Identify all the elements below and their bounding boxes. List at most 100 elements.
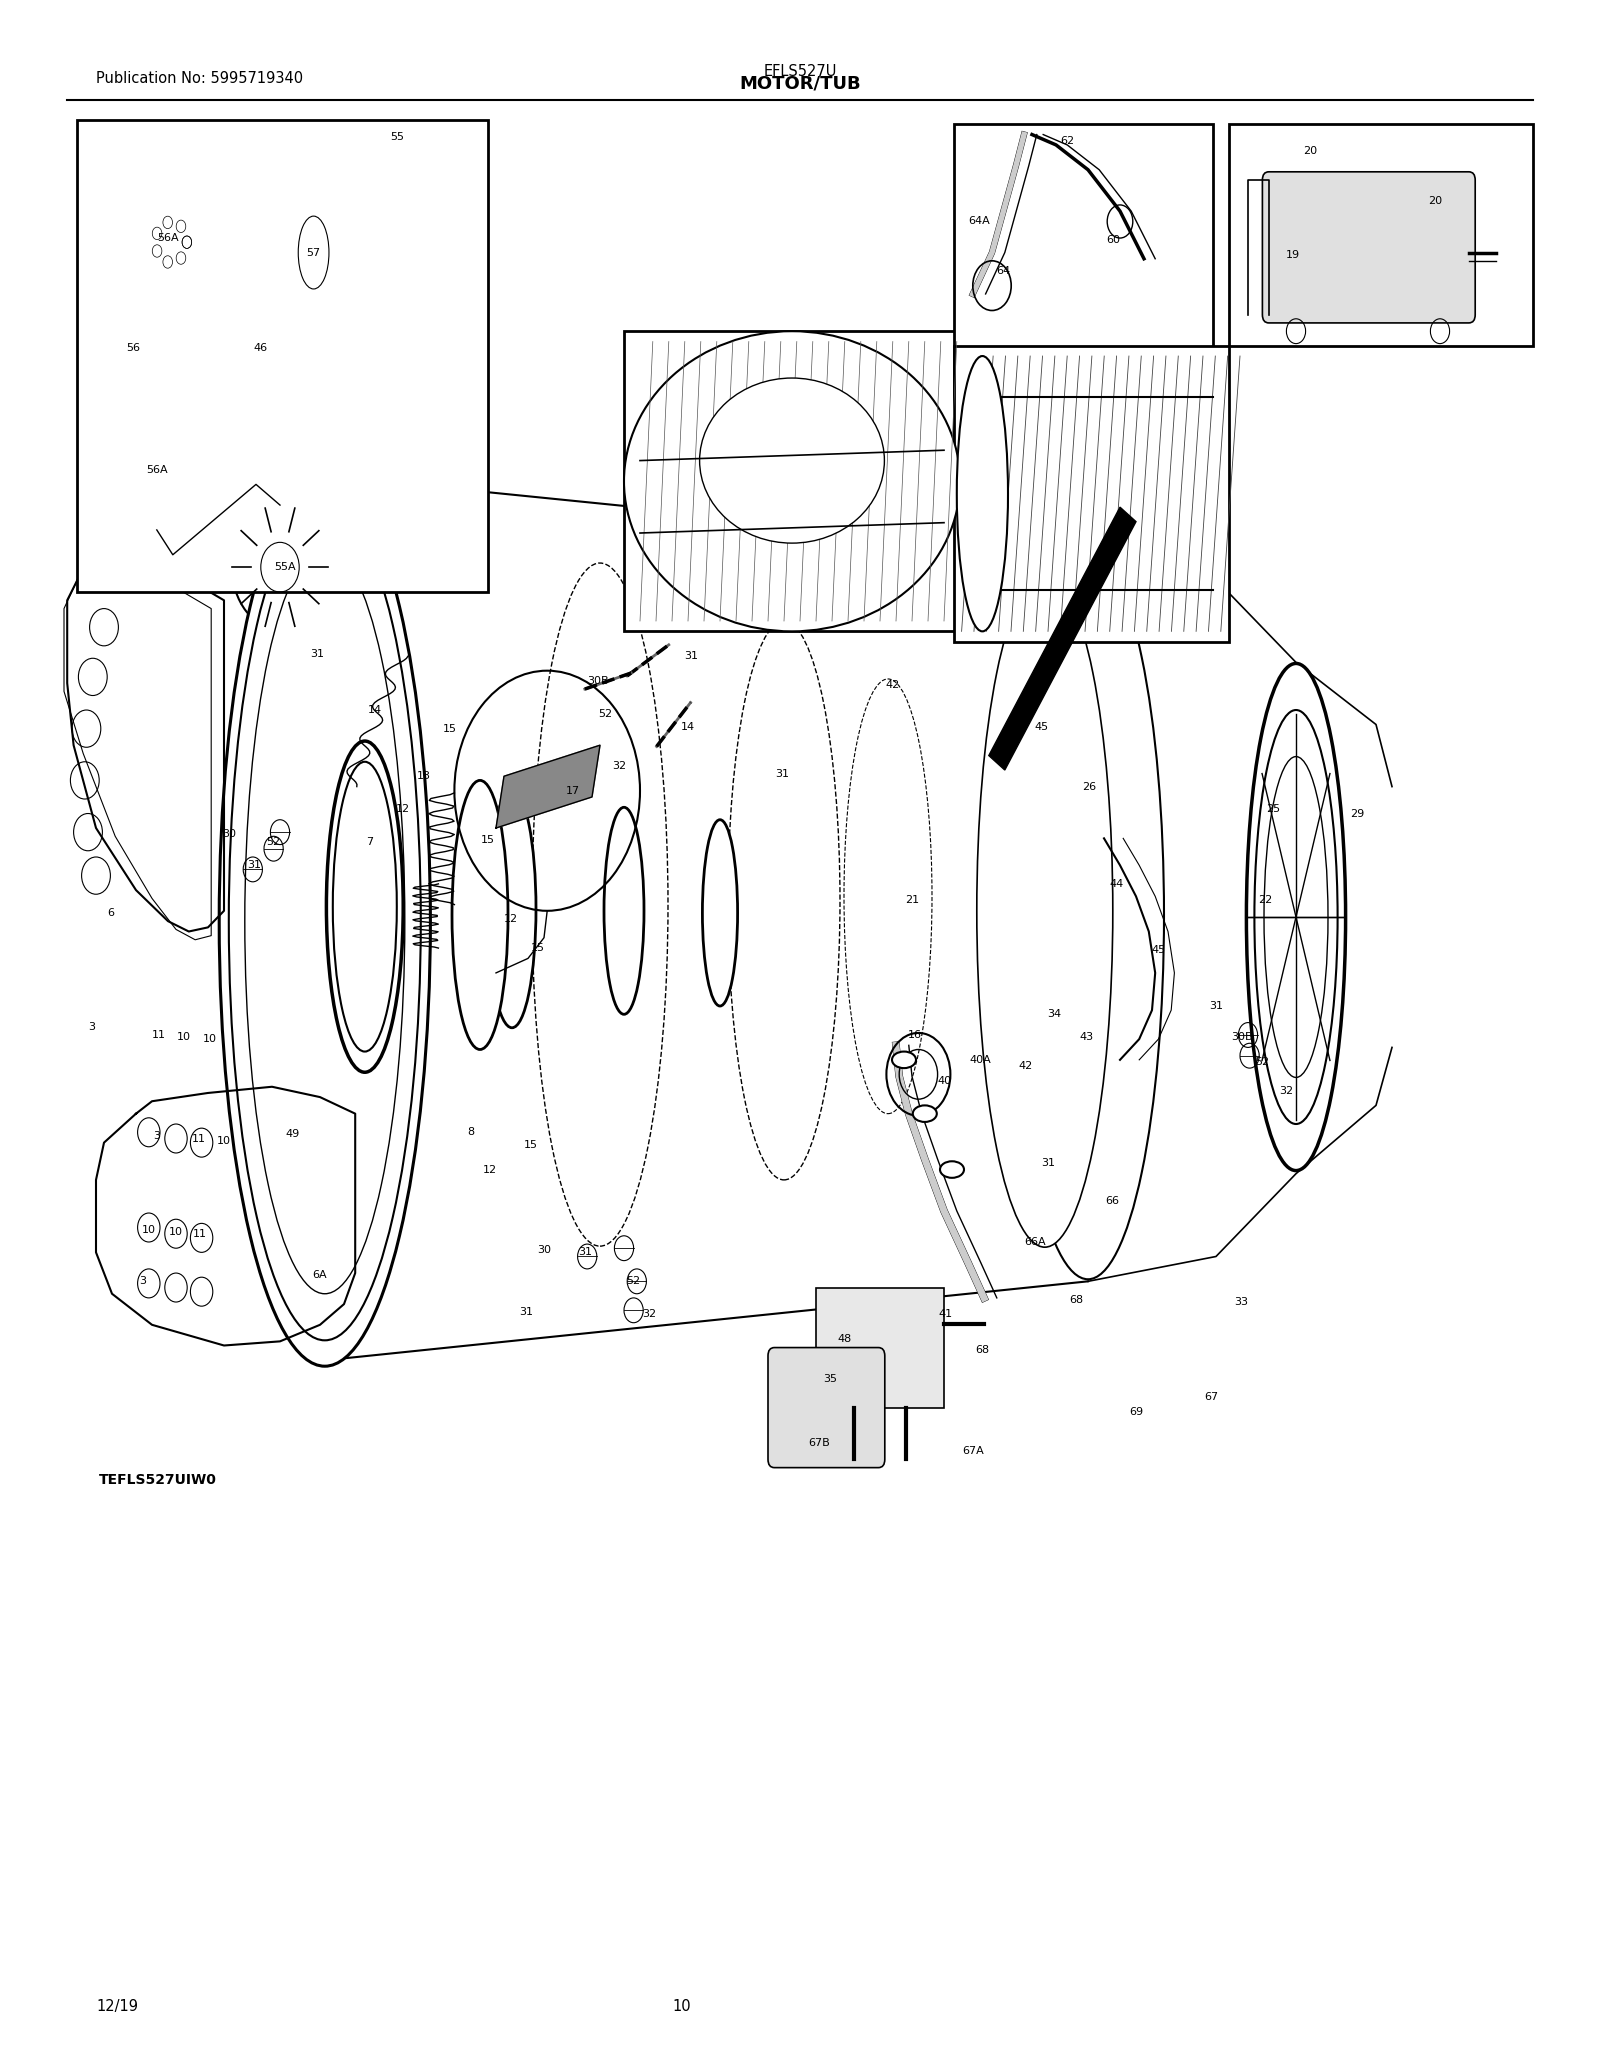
- Text: 62: 62: [1053, 135, 1067, 147]
- Text: 32: 32: [1280, 1087, 1293, 1095]
- Text: 16: 16: [909, 1031, 922, 1039]
- Ellipse shape: [333, 762, 397, 1052]
- Text: 55: 55: [397, 124, 413, 139]
- Text: 12/19: 12/19: [96, 2000, 138, 2014]
- Text: 60: 60: [1120, 207, 1134, 219]
- Text: 10: 10: [672, 2000, 691, 2014]
- Ellipse shape: [1254, 710, 1338, 1124]
- Text: 12: 12: [397, 805, 410, 814]
- Text: 10: 10: [178, 1033, 190, 1041]
- Text: 55A: 55A: [274, 563, 296, 571]
- FancyBboxPatch shape: [1262, 172, 1475, 323]
- Text: 56A: 56A: [146, 466, 168, 474]
- Text: 52: 52: [627, 1277, 640, 1285]
- Bar: [954, 346, 1229, 642]
- Text: 66: 66: [1106, 1196, 1118, 1205]
- Text: 10: 10: [218, 1136, 230, 1145]
- Text: 31: 31: [776, 770, 789, 778]
- Text: 3: 3: [88, 1023, 94, 1031]
- Text: 21: 21: [906, 896, 918, 905]
- Text: 32: 32: [643, 1310, 656, 1319]
- Text: 40A: 40A: [970, 1056, 992, 1064]
- Text: 31: 31: [1042, 1159, 1054, 1167]
- Text: 46: 46: [309, 321, 323, 329]
- Text: 3: 3: [154, 1132, 160, 1141]
- Ellipse shape: [912, 1105, 938, 1122]
- Text: 48: 48: [838, 1335, 851, 1343]
- Text: 31: 31: [310, 650, 323, 658]
- Text: 57: 57: [307, 248, 320, 257]
- Text: 66A: 66A: [1024, 1238, 1046, 1246]
- Text: 67B: 67B: [808, 1439, 830, 1447]
- Ellipse shape: [845, 679, 933, 1114]
- Text: 55A: 55A: [331, 542, 354, 551]
- Text: 64A: 64A: [962, 186, 984, 199]
- Bar: [816, 1288, 944, 1408]
- Bar: [1229, 124, 1533, 346]
- FancyBboxPatch shape: [768, 1348, 885, 1468]
- Text: 57: 57: [365, 224, 379, 232]
- Ellipse shape: [941, 1161, 963, 1178]
- Bar: [77, 120, 488, 592]
- Text: 56A: 56A: [157, 234, 179, 242]
- Ellipse shape: [488, 789, 536, 1027]
- Text: 33: 33: [1235, 1298, 1248, 1306]
- Text: 15: 15: [482, 836, 494, 845]
- Text: 49: 49: [286, 1130, 299, 1138]
- Ellipse shape: [702, 820, 738, 1006]
- Text: 42: 42: [1019, 1062, 1032, 1070]
- Text: 69: 69: [1130, 1408, 1142, 1416]
- Text: 35: 35: [824, 1374, 837, 1383]
- Text: 64: 64: [970, 244, 984, 257]
- Text: 12: 12: [483, 1165, 496, 1174]
- Text: 29: 29: [1350, 809, 1363, 818]
- Ellipse shape: [245, 549, 405, 1294]
- Text: 7: 7: [366, 838, 373, 847]
- Text: 20: 20: [1253, 135, 1267, 147]
- Ellipse shape: [219, 476, 430, 1366]
- Text: 30B: 30B: [1230, 1033, 1253, 1041]
- Text: 52: 52: [267, 838, 280, 847]
- Text: 30: 30: [538, 1246, 550, 1254]
- Text: 3: 3: [139, 1277, 146, 1285]
- Text: 22: 22: [1259, 896, 1272, 905]
- Text: 67A: 67A: [962, 1447, 984, 1455]
- Text: 44: 44: [1110, 880, 1123, 888]
- Text: 19: 19: [1286, 250, 1299, 259]
- Text: 68: 68: [1070, 1296, 1083, 1304]
- Text: 68: 68: [976, 1346, 989, 1354]
- Text: 31: 31: [248, 861, 261, 869]
- Text: 30: 30: [222, 830, 235, 838]
- Text: 30B: 30B: [587, 677, 610, 685]
- Text: 41: 41: [939, 1310, 952, 1319]
- Ellipse shape: [326, 741, 403, 1072]
- Ellipse shape: [1246, 662, 1346, 1172]
- Text: 64: 64: [997, 267, 1010, 275]
- Text: 64A: 64A: [968, 217, 990, 226]
- Text: 17: 17: [566, 787, 579, 795]
- Text: 15: 15: [525, 1141, 538, 1149]
- Text: 10: 10: [203, 1035, 216, 1043]
- Text: 15: 15: [531, 944, 544, 952]
- Text: TEFLS527UIW0: TEFLS527UIW0: [99, 1474, 218, 1486]
- Text: 14: 14: [682, 722, 694, 731]
- Polygon shape: [496, 745, 600, 828]
- Ellipse shape: [298, 215, 330, 290]
- Ellipse shape: [699, 379, 885, 542]
- Ellipse shape: [605, 807, 643, 1014]
- Ellipse shape: [976, 573, 1114, 1246]
- Text: 67: 67: [1205, 1393, 1218, 1401]
- Text: 13: 13: [418, 772, 430, 780]
- Text: 6A: 6A: [312, 1271, 328, 1279]
- Text: 43: 43: [1080, 1033, 1093, 1041]
- Text: 31: 31: [1210, 1002, 1222, 1010]
- Text: 34: 34: [1048, 1010, 1061, 1018]
- Text: 20: 20: [1304, 147, 1317, 155]
- Text: 8: 8: [467, 1128, 474, 1136]
- Ellipse shape: [229, 501, 421, 1341]
- Text: 20: 20: [1432, 205, 1446, 217]
- Text: 20: 20: [1429, 197, 1442, 205]
- Text: 14: 14: [368, 706, 381, 714]
- Text: 60: 60: [1107, 236, 1120, 244]
- Text: MOTOR/TUB: MOTOR/TUB: [739, 75, 861, 91]
